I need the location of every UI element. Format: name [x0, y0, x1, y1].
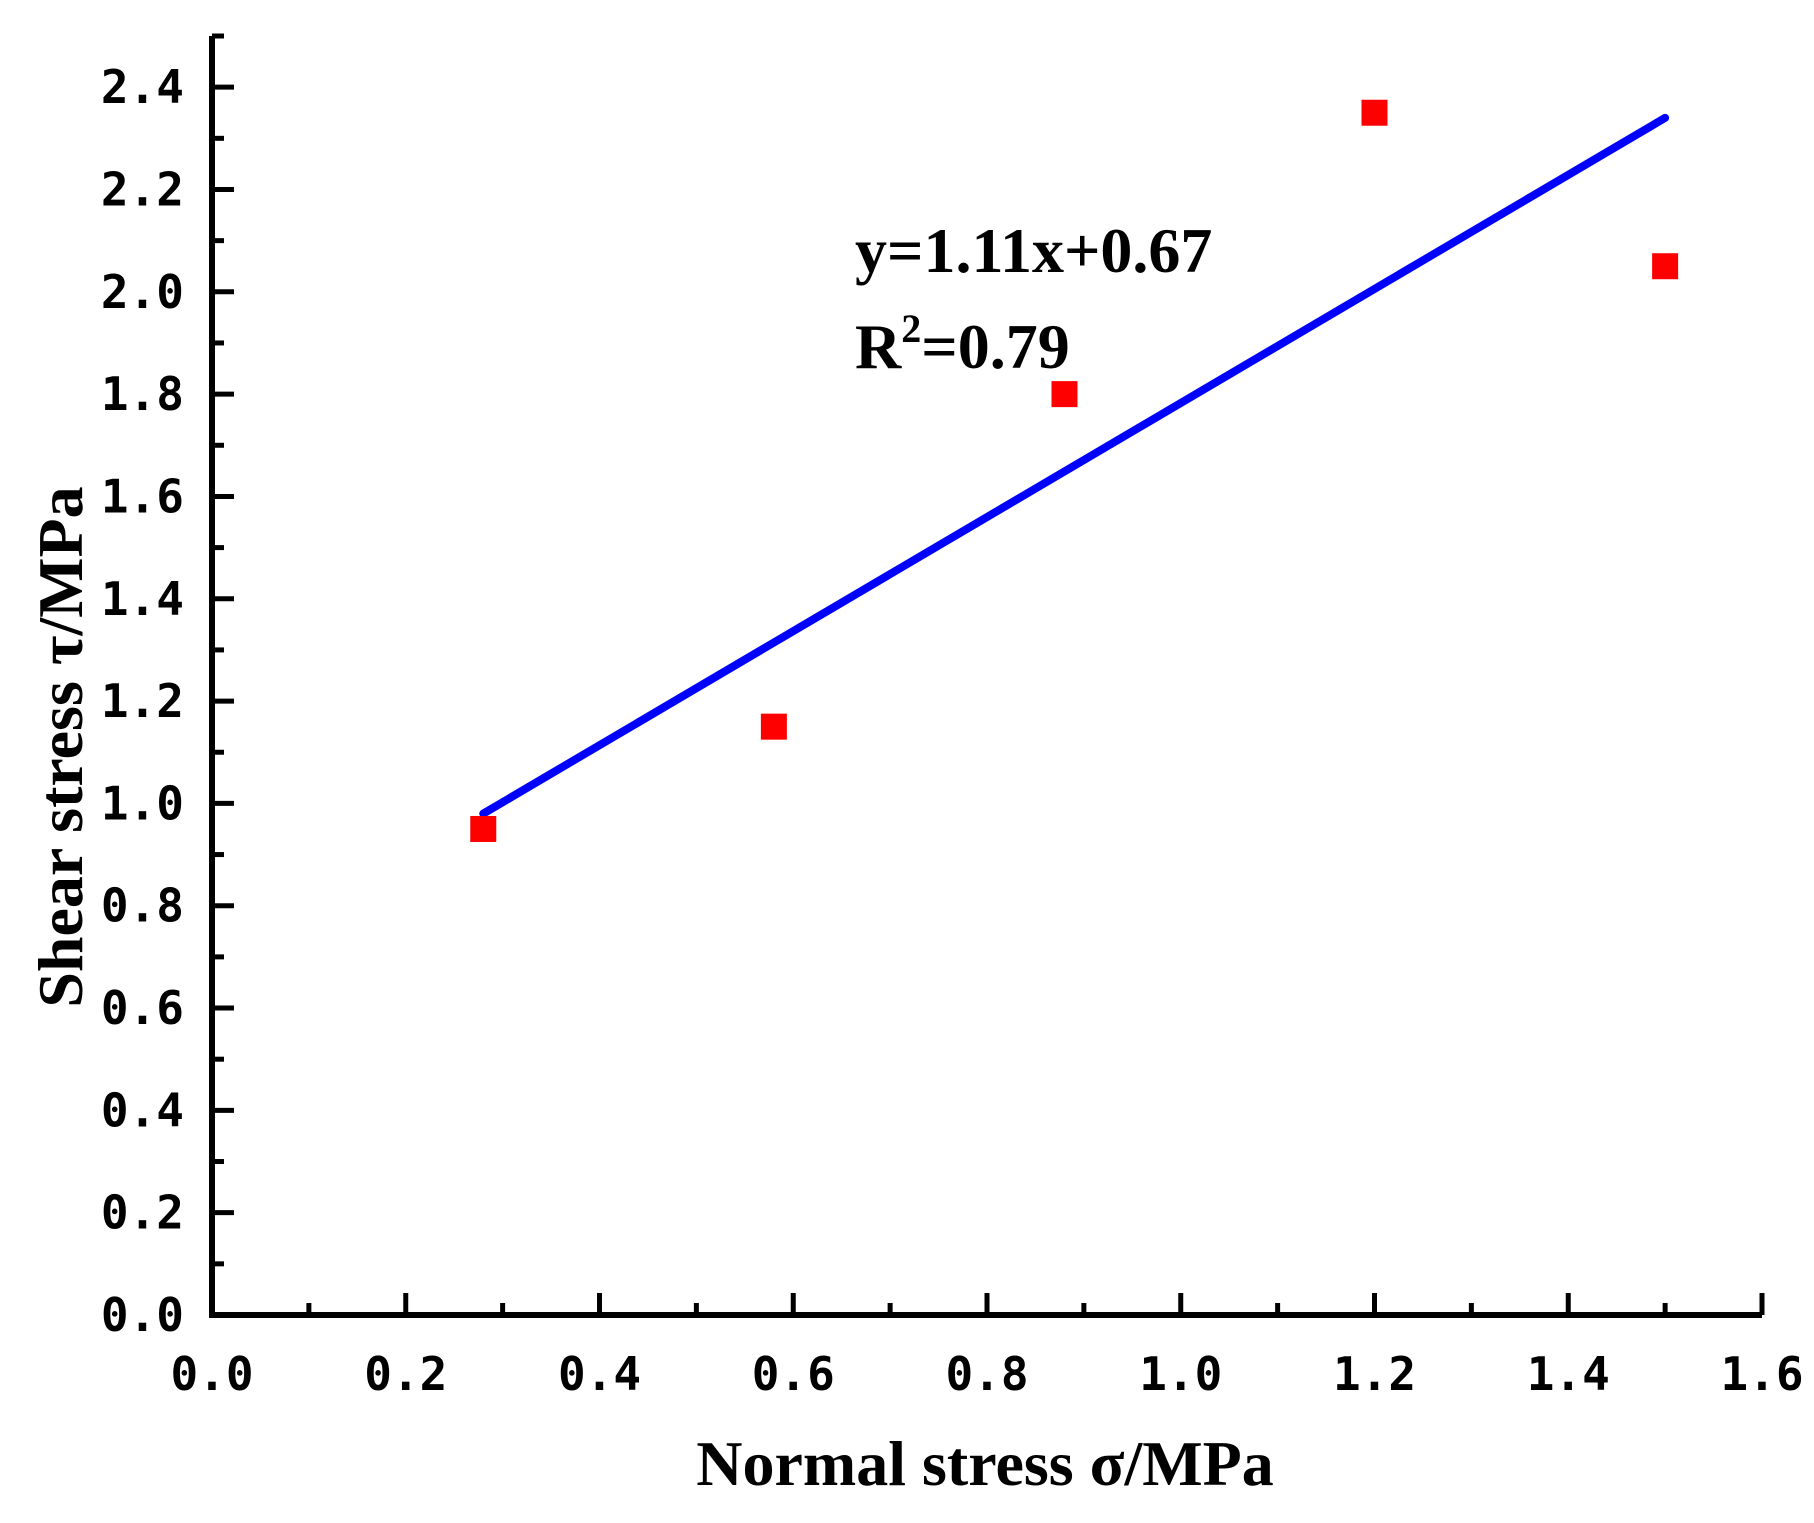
points — [470, 99, 1679, 842]
x-tick-label: 1.0 — [1139, 1347, 1222, 1401]
y-tick-label: 1.2 — [101, 674, 184, 728]
y-tick-label: 1.8 — [101, 367, 184, 421]
ticks — [209, 33, 1765, 1318]
tick-labels: 0.0 0.2 0.4 0.6 0.8 1.0 1.2 1.4 1.6 0.0 0.2 0.4 0.6 0… — [101, 60, 1804, 1401]
fit-line-group — [479, 113, 1670, 818]
data-point — [760, 713, 787, 740]
x-tick-label: 0.4 — [558, 1347, 641, 1401]
x-tick-label: 1.2 — [1333, 1347, 1416, 1401]
x-tick-label: 0.0 — [170, 1347, 253, 1401]
y-tick-label: 1.0 — [101, 776, 184, 830]
y-tick-label: 0.2 — [101, 1186, 184, 1240]
x-tick-label: 1.6 — [1720, 1347, 1803, 1401]
y-tick-label: 2.2 — [101, 162, 184, 216]
r2-superscript: 2 — [901, 306, 921, 351]
y-tick-label: 0.0 — [101, 1288, 184, 1342]
y-axis-title: Shear stress τ/MPa — [25, 486, 96, 1007]
data-point — [1652, 253, 1679, 280]
x-tick-label: 1.4 — [1527, 1347, 1610, 1401]
x-tick-label: 0.8 — [945, 1347, 1028, 1401]
fit-line — [479, 113, 1670, 818]
y-tick-label: 0.6 — [101, 981, 184, 1035]
x-axis-title: Normal stress σ/MPa — [696, 1428, 1274, 1499]
r2-suffix: =0.79 — [921, 311, 1069, 382]
x-tick-label: 0.2 — [364, 1347, 447, 1401]
y-tick-label: 2.4 — [101, 60, 184, 114]
y-tick-label: 1.4 — [101, 572, 184, 626]
y-tick-label: 0.8 — [101, 879, 184, 933]
equation-annotation: y=1.11x+0.67 — [855, 215, 1212, 286]
r2-annotation: R2=0.79 — [855, 306, 1070, 382]
y-tick-label: 0.4 — [101, 1083, 184, 1137]
y-tick-label: 1.6 — [101, 469, 184, 523]
y-tick-label: 2.0 — [101, 265, 184, 319]
data-point — [470, 815, 497, 842]
data-point — [1361, 99, 1388, 126]
x-tick-label: 0.6 — [752, 1347, 835, 1401]
data-point — [1051, 381, 1078, 408]
r2-prefix: R — [855, 311, 902, 382]
